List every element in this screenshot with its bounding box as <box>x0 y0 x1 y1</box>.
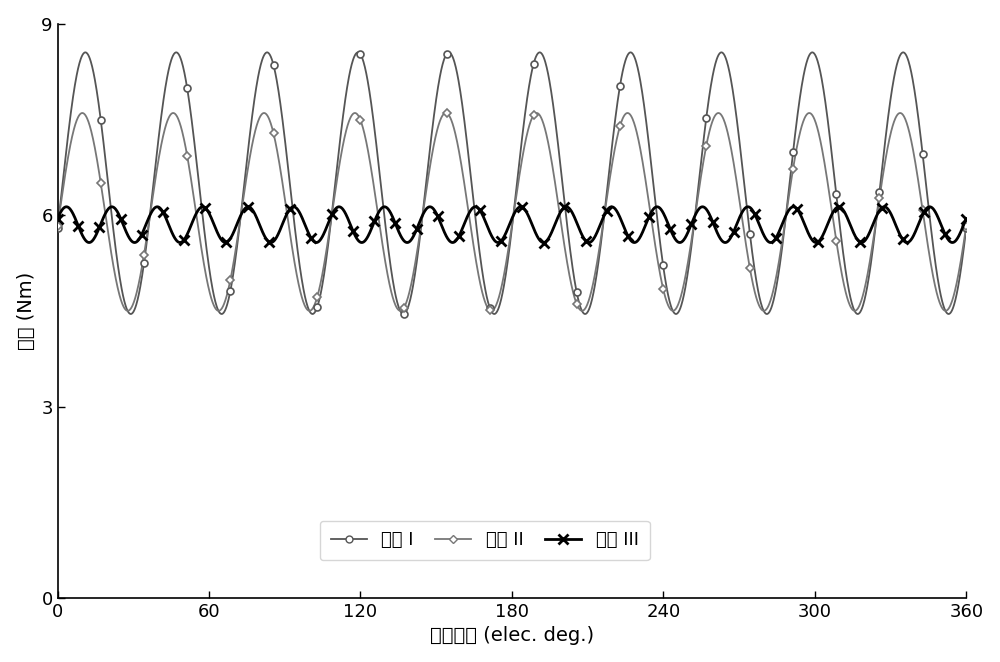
Y-axis label: 转矩 (Nm): 转矩 (Nm) <box>17 271 36 350</box>
Legend: 转子 I, 转子 II, 转子 III: 转子 I, 转子 II, 转子 III <box>320 520 650 560</box>
X-axis label: 转子位置 (elec. deg.): 转子位置 (elec. deg.) <box>430 626 594 645</box>
